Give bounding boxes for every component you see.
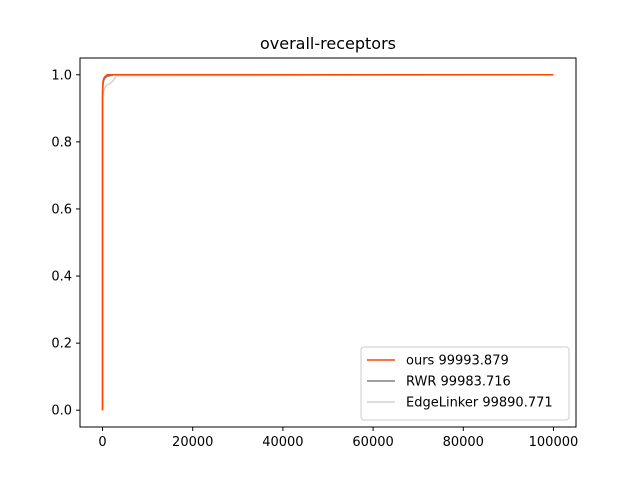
legend: ours 99993.879 RWR 99983.716 EdgeLinker 99… [360,346,570,421]
x-tick-label: 80000 [443,435,484,450]
legend-label: EdgeLinker 99890.771 [406,396,553,411]
y-tick-label: 0.4 [51,270,72,285]
x-tick-label: 60000 [352,435,393,450]
plot-lines [101,74,554,411]
y-axis: 0.0 0.2 0.4 0.6 0.8 1.0 [51,68,80,419]
x-tick-label: 100000 [529,435,579,450]
x-tick-label: 40000 [262,435,303,450]
plot-frame [79,57,577,428]
series-line-0 [101,74,554,411]
legend-label: ours 99993.879 [406,354,509,369]
y-tick-label: 0.8 [51,135,72,150]
x-tick-label: 0 [98,435,106,450]
y-tick-label: 0.6 [51,202,72,217]
legend-label: RWR 99983.716 [406,375,511,390]
y-tick-label: 1.0 [51,68,72,83]
y-tick-label: 0.2 [51,337,72,352]
chart-title: overall-receptors [260,34,396,53]
legend-box [360,346,570,421]
x-axis: 0 20000 40000 60000 80000 100000 [98,427,578,450]
y-tick-label: 0.0 [51,404,72,419]
x-tick-label: 20000 [172,435,213,450]
